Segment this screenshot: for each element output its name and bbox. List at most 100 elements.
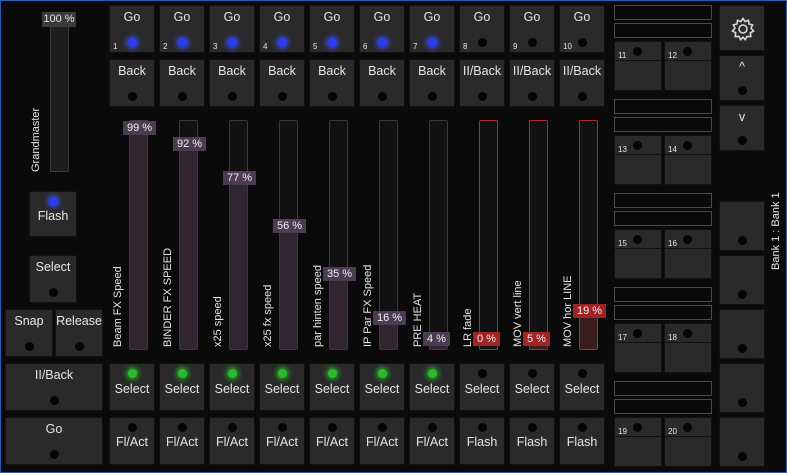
- fl-act-button-2[interactable]: Fl/Act: [159, 417, 205, 465]
- fader-8[interactable]: [479, 120, 498, 350]
- grandmaster-flash-button[interactable]: Flash: [29, 191, 77, 237]
- go-button-5[interactable]: Go 5: [309, 5, 355, 53]
- executor-label-box: [614, 193, 712, 208]
- back-button-1[interactable]: Back: [109, 59, 155, 107]
- page-up-button[interactable]: ^: [719, 55, 765, 101]
- fl-act-button-3[interactable]: Fl/Act: [209, 417, 255, 465]
- fl-act-button-1[interactable]: Fl/Act: [109, 417, 155, 465]
- executor-button-19[interactable]: 19: [614, 417, 662, 467]
- select-button-9[interactable]: Select: [509, 363, 555, 411]
- grandmaster-track[interactable]: [50, 22, 69, 172]
- go-led: [128, 38, 137, 47]
- select-button-6[interactable]: Select: [359, 363, 405, 411]
- go-button-3[interactable]: Go 3: [209, 5, 255, 53]
- fl-act-led: [128, 423, 137, 432]
- back-led: [428, 92, 437, 101]
- go-button-10[interactable]: Go 10: [559, 5, 605, 53]
- go-led: [478, 38, 487, 47]
- grandmaster-select-button[interactable]: Select: [29, 255, 77, 303]
- right-executor-led-2: [738, 290, 747, 299]
- fl-act-button-6[interactable]: Fl/Act: [359, 417, 405, 465]
- fl-act-button-9[interactable]: Flash: [509, 417, 555, 465]
- fader-9[interactable]: [529, 120, 548, 350]
- select-button-10[interactable]: Select: [559, 363, 605, 411]
- fl-act-button-10[interactable]: Flash: [559, 417, 605, 465]
- executor-button-16[interactable]: 16: [664, 229, 712, 279]
- fader-5[interactable]: [329, 120, 348, 350]
- go-button-2[interactable]: Go 2: [159, 5, 205, 53]
- select-button-5[interactable]: Select: [309, 363, 355, 411]
- right-executor-button-3[interactable]: [719, 309, 765, 359]
- go-button-7[interactable]: Go 7: [409, 5, 455, 53]
- executor-button-12[interactable]: 12: [664, 41, 712, 91]
- back-label: II/Back: [512, 64, 552, 78]
- go-button-8[interactable]: Go 8: [459, 5, 505, 53]
- executor-number: 4: [263, 42, 268, 51]
- select-led: [528, 369, 537, 378]
- select-button-1[interactable]: Select: [109, 363, 155, 411]
- executor-button-15[interactable]: 15: [614, 229, 662, 279]
- fader-2[interactable]: [179, 120, 198, 350]
- select-button-8[interactable]: Select: [459, 363, 505, 411]
- executor-button-20[interactable]: 20: [664, 417, 712, 467]
- executor-button-13[interactable]: 13: [614, 135, 662, 185]
- back-button-2[interactable]: Back: [159, 59, 205, 107]
- fader-percent: 16 %: [373, 311, 407, 325]
- page-down-button[interactable]: v: [719, 105, 765, 151]
- release-button[interactable]: Release: [55, 309, 103, 357]
- fader-4[interactable]: [279, 120, 298, 350]
- main-back-led: [50, 396, 59, 405]
- fader-percent: 0 %: [473, 332, 500, 346]
- fader-1[interactable]: [129, 120, 148, 350]
- back-button-9[interactable]: II/Back: [509, 59, 555, 107]
- back-button-3[interactable]: Back: [209, 59, 255, 107]
- fl-act-button-8[interactable]: Flash: [459, 417, 505, 465]
- fader-3[interactable]: [229, 120, 248, 350]
- fl-act-button-4[interactable]: Fl/Act: [259, 417, 305, 465]
- executor-number: 16: [668, 239, 677, 248]
- executor-led: [683, 235, 692, 244]
- back-button-10[interactable]: II/Back: [559, 59, 605, 107]
- go-button-1[interactable]: Go 1: [109, 5, 155, 53]
- back-button-4[interactable]: Back: [259, 59, 305, 107]
- go-button-9[interactable]: Go 9: [509, 5, 555, 53]
- executor-label-box: [614, 23, 712, 38]
- snap-button[interactable]: Snap: [5, 309, 53, 357]
- release-led: [75, 342, 84, 351]
- right-executor-led-4: [738, 398, 747, 407]
- main-go-button[interactable]: Go: [5, 417, 103, 465]
- back-button-8[interactable]: II/Back: [459, 59, 505, 107]
- select-led: [328, 369, 337, 378]
- executor-divider: [665, 248, 711, 249]
- back-button-5[interactable]: Back: [309, 59, 355, 107]
- fl-act-button-5[interactable]: Fl/Act: [309, 417, 355, 465]
- executor-label-box: [614, 211, 712, 226]
- right-executor-button-2[interactable]: [719, 255, 765, 305]
- executor-button-18[interactable]: 18: [664, 323, 712, 373]
- settings-button[interactable]: [719, 5, 765, 51]
- go-led: [378, 38, 387, 47]
- right-executor-button-1[interactable]: [719, 201, 765, 251]
- select-button-7[interactable]: Select: [409, 363, 455, 411]
- executor-led: [683, 141, 692, 150]
- right-executor-button-4[interactable]: [719, 363, 765, 413]
- select-button-2[interactable]: Select: [159, 363, 205, 411]
- executor-button-11[interactable]: 11: [614, 41, 662, 91]
- back-button-6[interactable]: Back: [359, 59, 405, 107]
- go-label: Go: [523, 10, 541, 24]
- executor-button-17[interactable]: 17: [614, 323, 662, 373]
- main-back-button[interactable]: II/Back: [5, 363, 103, 411]
- fader-7[interactable]: [429, 120, 448, 350]
- select-label: Select: [564, 382, 600, 396]
- page-up-led: [738, 86, 747, 95]
- fader-percent: 99 %: [123, 121, 157, 135]
- fl-act-button-7[interactable]: Fl/Act: [409, 417, 455, 465]
- select-button-4[interactable]: Select: [259, 363, 305, 411]
- go-button-4[interactable]: Go 4: [259, 5, 305, 53]
- right-executor-button-5[interactable]: [719, 417, 765, 467]
- back-button-7[interactable]: Back: [409, 59, 455, 107]
- executor-button-14[interactable]: 14: [664, 135, 712, 185]
- fader-name: MOV vert line: [512, 280, 524, 347]
- select-button-3[interactable]: Select: [209, 363, 255, 411]
- go-button-6[interactable]: Go 6: [359, 5, 405, 53]
